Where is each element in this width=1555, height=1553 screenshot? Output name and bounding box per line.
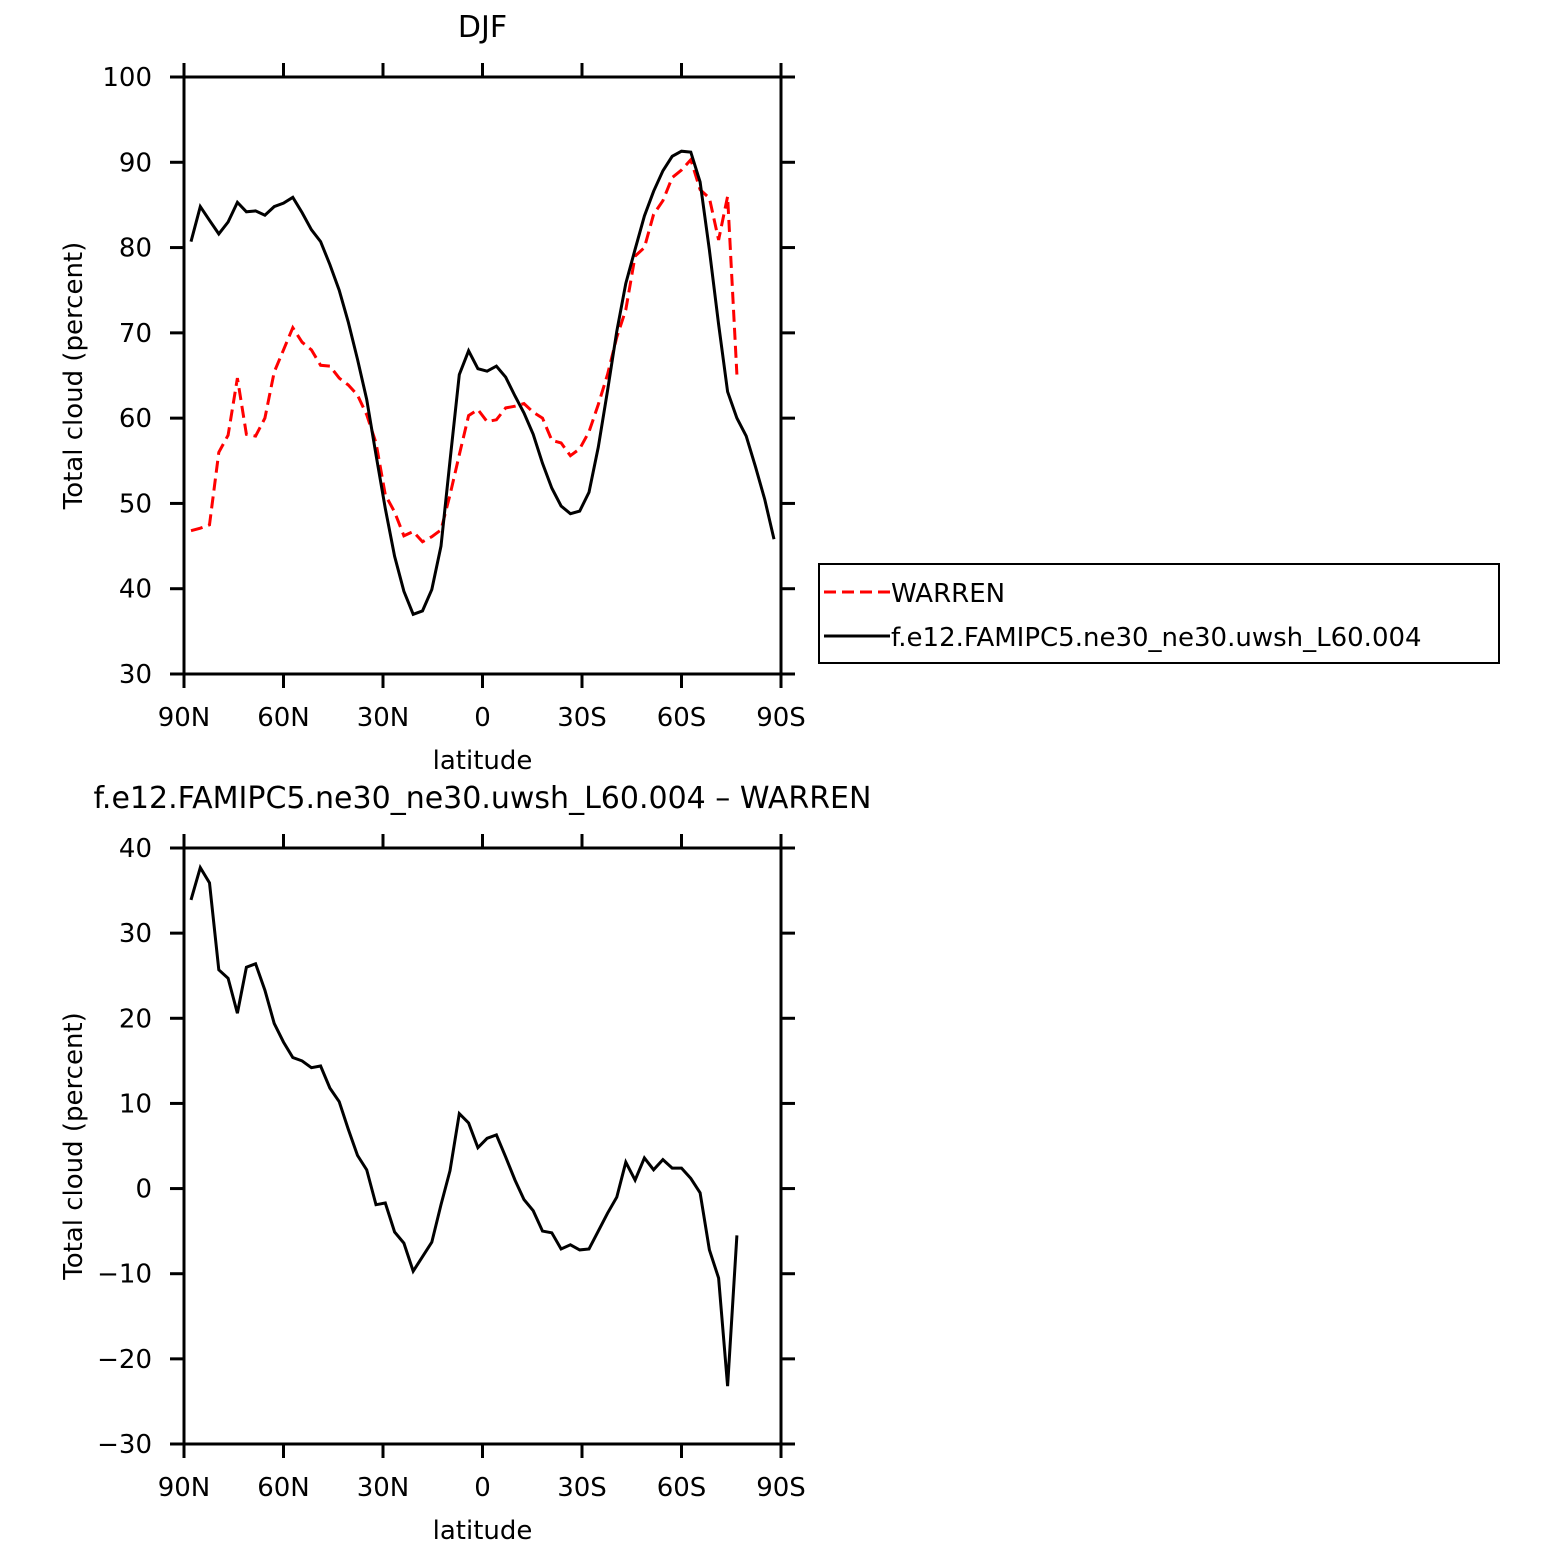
y-axis-label: Total cloud (percent) bbox=[59, 242, 89, 511]
chart-title: DJF bbox=[458, 10, 507, 45]
x-tick-label: 0 bbox=[474, 1473, 491, 1503]
y-tick-label: 30 bbox=[119, 919, 152, 949]
y-tick-label: 40 bbox=[119, 834, 152, 864]
y-tick-label: 10 bbox=[119, 1089, 152, 1119]
y-tick-label: −10 bbox=[97, 1260, 152, 1290]
x-tick-label: 90N bbox=[158, 703, 211, 733]
chart-title: f.e12.FAMIPC5.ne30_ne30.uwsh_L60.004 – W… bbox=[94, 781, 872, 816]
x-tick-label: 30S bbox=[557, 1473, 607, 1503]
y-tick-label: 30 bbox=[119, 660, 152, 690]
legend-box bbox=[818, 563, 1500, 664]
y-tick-label: 100 bbox=[102, 63, 152, 93]
x-tick-label: 30S bbox=[557, 703, 607, 733]
x-tick-label: 90N bbox=[158, 1473, 211, 1503]
x-axis-label: latitude bbox=[433, 746, 533, 776]
x-tick-label: 60S bbox=[657, 1473, 707, 1503]
y-tick-label: 80 bbox=[119, 234, 152, 264]
plot-frame bbox=[182, 846, 783, 1446]
y-tick-label: 50 bbox=[119, 489, 152, 519]
y-tick-label: 90 bbox=[119, 148, 152, 178]
plot-frame bbox=[182, 75, 783, 676]
y-tick-label: −20 bbox=[97, 1345, 152, 1375]
y-tick-label: 20 bbox=[119, 1004, 152, 1034]
data-line bbox=[190, 156, 739, 544]
x-tick-label: 90S bbox=[756, 1473, 806, 1503]
x-tick-label: 60N bbox=[257, 703, 310, 733]
y-tick-label: −30 bbox=[97, 1430, 152, 1460]
y-tick-label: 60 bbox=[119, 404, 152, 434]
data-line bbox=[189, 149, 776, 617]
data-line bbox=[189, 863, 739, 1387]
x-tick-label: 90S bbox=[756, 703, 806, 733]
x-tick-label: 30N bbox=[357, 703, 410, 733]
x-tick-label: 60N bbox=[257, 1473, 310, 1503]
x-tick-label: 60S bbox=[657, 703, 707, 733]
y-tick-label: 70 bbox=[119, 319, 152, 349]
x-axis-label: latitude bbox=[433, 1516, 533, 1546]
legend-label: f.e12.FAMIPC5.ne30_ne30.uwsh_L60.004 bbox=[891, 623, 1422, 653]
x-tick-label: 30N bbox=[357, 1473, 410, 1503]
y-axis-label: Total cloud (percent) bbox=[59, 1012, 89, 1281]
x-tick-label: 0 bbox=[474, 703, 491, 733]
y-tick-label: 40 bbox=[119, 575, 152, 605]
legend-label: WARREN bbox=[891, 579, 1005, 609]
y-tick-label: 0 bbox=[135, 1175, 152, 1205]
